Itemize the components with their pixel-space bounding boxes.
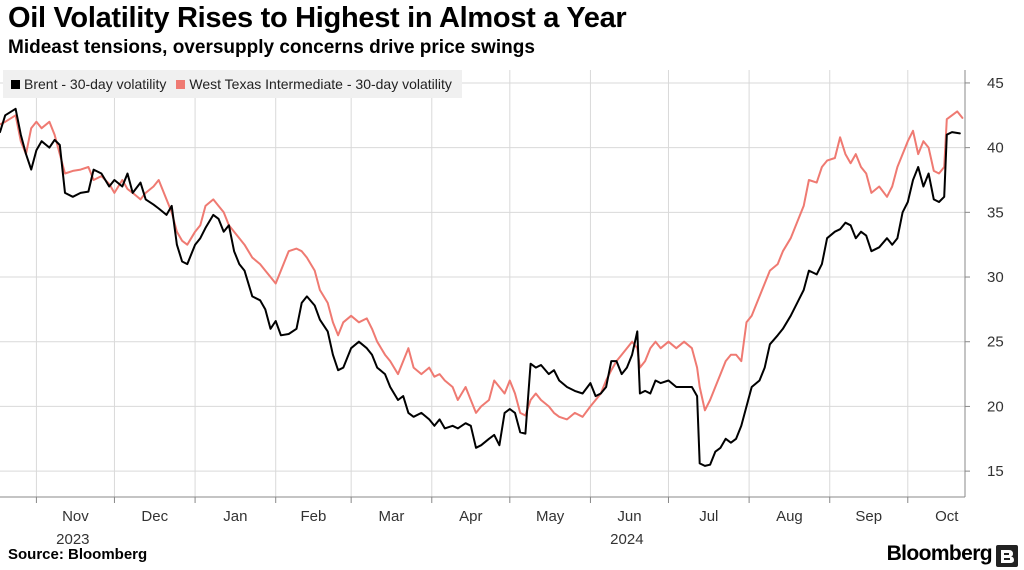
y-tick-label-25: 25	[987, 334, 1004, 351]
y-tick-label-45: 45	[987, 75, 1004, 92]
x-tick-label-feb: Feb	[301, 508, 327, 525]
x-year-label-2023: 2023	[56, 531, 89, 548]
chart-subtitle: Mideast tensions, oversupply concerns dr…	[8, 37, 535, 58]
series-line-brent	[0, 107, 961, 467]
y-tick-label-35: 35	[987, 204, 1004, 221]
legend-label-brent: Brent - 30-day volatility	[24, 76, 167, 92]
legend-swatch-wti	[176, 79, 186, 89]
y-tick-label-20: 20	[987, 398, 1004, 415]
x-tick-label-apr: Apr	[459, 508, 482, 525]
x-tick-label-nov: Nov	[62, 508, 89, 525]
x-tick-label-oct: Oct	[935, 508, 959, 525]
legend-swatch-brent	[11, 79, 20, 89]
x-year-label-2024: 2024	[610, 531, 643, 548]
bloomberg-logo-icon	[996, 545, 1018, 567]
y-tick-label-30: 30	[987, 269, 1004, 286]
x-tick-label-sep: Sep	[855, 508, 882, 525]
y-tick-label-15: 15	[987, 463, 1004, 480]
legend-item-wti: West Texas Intermediate - 30-day volatil…	[176, 76, 452, 92]
x-tick-label-may: May	[536, 508, 565, 525]
legend-item-brent: Brent - 30-day volatility	[11, 76, 166, 92]
x-tick-label-aug: Aug	[776, 508, 803, 525]
chart-legend: Brent - 30-day volatility West Texas Int…	[3, 70, 462, 98]
chart-title: Oil Volatility Rises to Highest in Almos…	[8, 2, 627, 34]
legend-label-wti: West Texas Intermediate - 30-day volatil…	[189, 76, 452, 92]
series-line-wti	[0, 110, 964, 421]
x-tick-label-jul: Jul	[699, 508, 718, 525]
x-tick-label-jan: Jan	[223, 508, 247, 525]
x-tick-label-dec: Dec	[141, 508, 168, 525]
x-tick-label-mar: Mar	[379, 508, 405, 525]
x-tick-label-jun: Jun	[617, 508, 641, 525]
source-note: Source: Bloomberg	[8, 546, 148, 563]
y-tick-label-40: 40	[987, 140, 1004, 157]
bloomberg-logo-text: Bloomberg	[886, 542, 993, 565]
